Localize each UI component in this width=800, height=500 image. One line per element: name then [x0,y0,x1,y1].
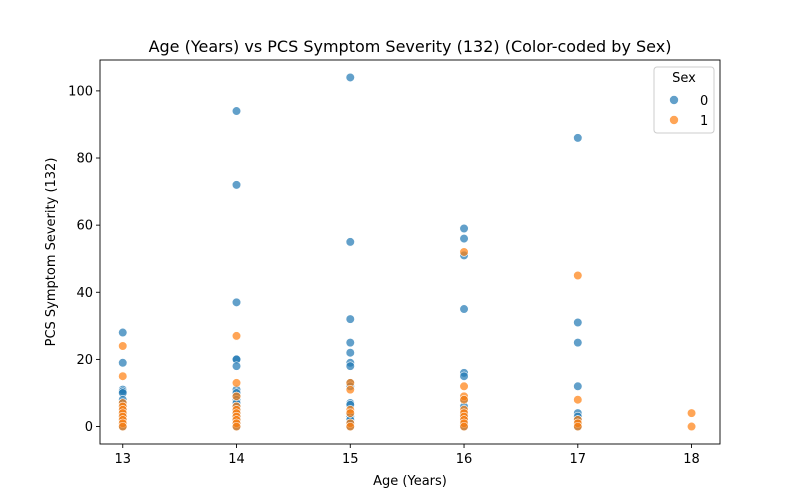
data-point-sex-0 [345,237,355,247]
data-point-sex-0 [573,133,583,143]
y-tick-label: 40 [76,286,93,301]
data-point-sex-0 [118,358,128,368]
data-point-sex-0 [459,223,469,234]
data-point-sex-0 [345,72,355,83]
chart-title: Age (Years) vs PCS Symptom Severity (132… [149,37,672,56]
x-axis: 13 14 15 16 17 18 [114,444,700,467]
y-axis-label: PCS Symptom Severity (132) [44,158,59,347]
data-point-sex-1 [459,395,469,405]
data-point-sex-1 [345,421,355,432]
y-tick-label: 20 [76,353,93,368]
data-point-sex-1 [118,341,128,351]
data-point-sex-0 [459,304,469,314]
data-point-sex-1 [459,247,469,257]
data-point-sex-1 [573,421,583,432]
data-point-sex-0 [231,106,242,116]
data-point-sex-1 [231,421,242,432]
x-tick-label: 18 [683,452,700,467]
y-tick-label: 80 [76,152,93,167]
data-point-sex-0 [231,180,242,190]
x-tick-label: 16 [456,452,473,467]
y-tick-label: 100 [68,84,93,99]
data-point-sex-0 [118,327,128,338]
data-point-sex-1 [231,391,242,401]
data-point-sex-0 [459,371,469,381]
data-point-sex-1 [573,395,583,405]
data-point-sex-1 [345,408,355,418]
data-point-sex-1 [231,331,242,341]
y-axis: 0 20 40 60 80 100 [68,84,100,435]
legend-marker-0 [669,95,679,105]
legend-box [653,66,715,134]
points-layer [118,72,697,432]
data-point-sex-0 [345,361,355,371]
data-point-sex-0 [573,338,583,348]
data-point-sex-0 [573,381,583,391]
x-axis-label: Age (Years) [373,474,447,489]
data-point-sex-0 [231,361,242,371]
data-point-sex-0 [459,233,469,244]
data-point-sex-0 [573,317,583,328]
legend-label-0: 0 [700,94,708,109]
x-tick-label: 17 [570,452,587,467]
data-point-sex-1 [118,371,128,381]
data-point-sex-1 [686,421,697,432]
legend-marker-1 [669,115,679,125]
plot-frame [99,59,721,445]
data-point-sex-0 [231,297,242,307]
legend-label-1: 1 [700,114,708,129]
data-point-sex-1 [459,381,469,391]
y-tick-label: 60 [76,219,93,234]
x-tick-label: 14 [228,452,245,467]
data-point-sex-1 [459,421,469,432]
legend-title: Sex [672,71,696,86]
x-tick-label: 13 [114,452,131,467]
data-point-sex-1 [231,378,242,388]
legend: Sex 0 1 [653,66,715,134]
data-point-sex-0 [345,314,355,324]
data-point-sex-1 [686,408,697,418]
data-point-sex-1 [118,421,128,432]
data-point-sex-1 [345,385,355,395]
data-point-sex-1 [573,270,583,281]
data-point-sex-0 [345,338,355,348]
data-point-sex-0 [345,348,355,358]
x-tick-label: 15 [342,452,359,467]
y-tick-label: 0 [85,420,93,435]
